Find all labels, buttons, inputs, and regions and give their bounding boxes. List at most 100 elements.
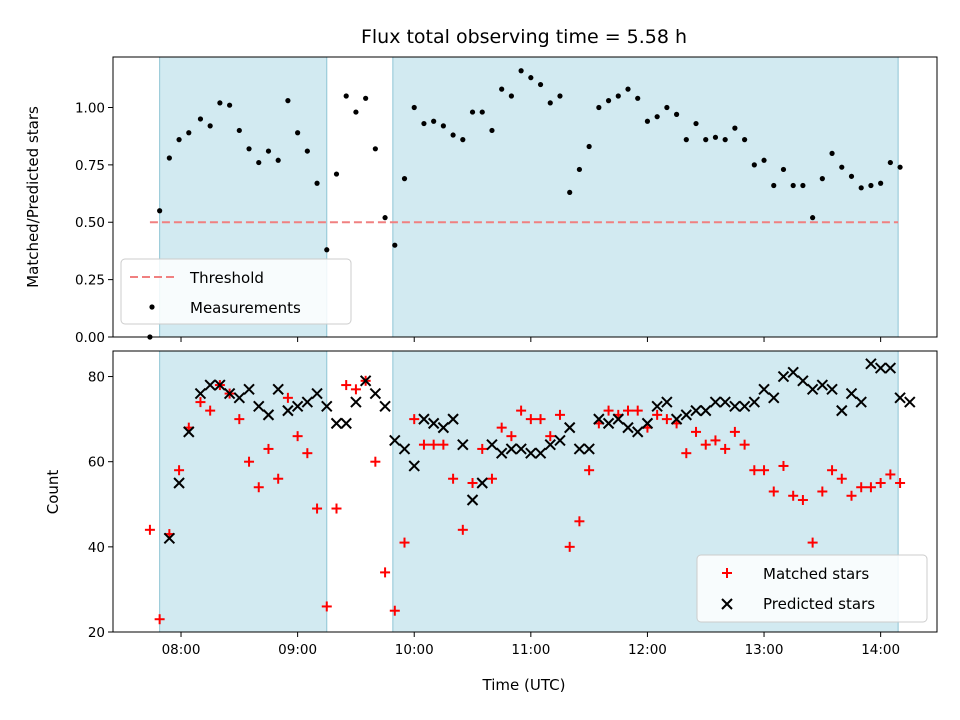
ratio-legend: Threshold Measurements xyxy=(120,258,352,325)
predicted-star-point xyxy=(398,443,411,455)
predicted-star-point-b xyxy=(204,379,216,391)
measurement-point xyxy=(780,166,787,173)
ratio-y-tick-label: 0.25 xyxy=(75,273,105,289)
measurement-point xyxy=(421,120,427,127)
matched-star-point xyxy=(856,482,867,493)
predicted-star-point xyxy=(738,400,751,413)
ratio-y-tick-label: 0.75 xyxy=(75,158,105,174)
predicted-star-point xyxy=(593,413,605,425)
predicted-star-point xyxy=(223,387,236,400)
matched-star-point xyxy=(584,465,595,476)
predicted-star-point-b xyxy=(173,477,185,489)
predicted-star-point-b xyxy=(573,443,586,455)
predicted-star-point-b xyxy=(311,387,323,400)
predicted-star-point-b xyxy=(777,370,790,383)
measurement-point xyxy=(411,104,417,111)
predicted-star-point xyxy=(661,396,673,408)
measurement-point xyxy=(547,100,553,106)
measurement-point xyxy=(431,118,437,124)
measurement-point xyxy=(333,171,340,177)
x-tick-label: 09:00 xyxy=(278,642,317,658)
predicted-star-point-b xyxy=(163,532,176,545)
matched-star-point xyxy=(729,426,740,437)
ratio-legend-box xyxy=(120,258,352,325)
measurement-point xyxy=(275,157,281,163)
predicted-star-point-b xyxy=(729,400,741,413)
predicted-star-point xyxy=(758,383,770,396)
measurement-point xyxy=(858,185,864,191)
measurement-point xyxy=(460,137,466,143)
predicted-star-point xyxy=(515,443,527,455)
matched-star-point xyxy=(827,465,838,476)
measurement-point xyxy=(557,93,563,99)
predicted-star-point-b xyxy=(874,362,887,374)
measurement-point xyxy=(265,148,272,154)
measurement-point xyxy=(635,95,641,101)
count-legend-box xyxy=(696,554,928,623)
measurement-point xyxy=(596,104,602,111)
predicted-star-point-b xyxy=(865,358,877,370)
measurement-point xyxy=(712,134,719,140)
predicted-star-point-b xyxy=(612,413,624,425)
measurement-point xyxy=(644,118,651,124)
predicted-star-point xyxy=(680,409,693,421)
matched-star-point xyxy=(496,422,507,433)
predicted-star-point xyxy=(525,447,537,459)
predicted-star-point xyxy=(437,421,450,434)
measurement-point xyxy=(227,102,233,108)
predicted-star-point xyxy=(836,404,848,417)
predicted-star-point xyxy=(690,404,702,417)
predicted-star-point xyxy=(641,417,654,430)
matched-star-point xyxy=(253,482,264,493)
count-y-tick-label: 20 xyxy=(88,625,105,641)
matched-star-point xyxy=(389,605,400,616)
matched-star-point xyxy=(710,435,721,446)
predicted-star-point xyxy=(563,421,576,434)
predicted-star-point xyxy=(427,417,440,430)
predicted-star-point xyxy=(845,387,858,400)
matched-star-point xyxy=(846,490,857,501)
predicted-star-point xyxy=(340,417,352,430)
predicted-star-point-b xyxy=(301,396,314,408)
predicted-star-point xyxy=(233,392,246,404)
predicted-star-point-b xyxy=(768,392,780,404)
measurement-point xyxy=(353,109,359,115)
matched-star-point xyxy=(661,414,672,425)
predicted-star-point-b xyxy=(408,460,420,472)
predicted-star-point xyxy=(379,400,391,413)
measurement-point xyxy=(800,182,806,189)
predicted-star-point xyxy=(447,413,459,425)
measurement-point xyxy=(868,182,874,189)
predicted-star-point-b xyxy=(554,434,566,447)
matched-star-point xyxy=(321,601,332,612)
measurement-point xyxy=(771,182,777,189)
predicted-star-point-b xyxy=(214,379,226,391)
predicted-star-point xyxy=(272,383,284,396)
matched-star-point xyxy=(545,431,556,442)
measurement-point xyxy=(207,123,213,129)
measurement-point xyxy=(508,93,514,99)
measurement-point xyxy=(732,125,738,131)
measurement-point xyxy=(469,109,476,115)
matched-star-point xyxy=(554,409,565,420)
matched-star-point xyxy=(603,405,614,416)
predicted-star-point-b xyxy=(495,447,508,459)
predicted-star-point-b xyxy=(389,434,401,447)
predicted-star-point xyxy=(173,477,185,489)
predicted-star-point xyxy=(826,383,838,396)
measurement-point xyxy=(790,182,796,189)
predicted-star-point-b xyxy=(379,400,391,413)
measurement-point xyxy=(166,155,172,161)
measurement-point xyxy=(147,334,153,340)
predicted-star-point-b xyxy=(544,438,556,451)
predicted-star-point xyxy=(389,434,401,447)
matched-star-point xyxy=(895,477,906,488)
matched-star-point xyxy=(535,414,546,425)
predicted-star-point xyxy=(573,443,586,455)
predicted-star-point xyxy=(457,438,469,451)
measurement-point xyxy=(887,159,893,166)
predicted-star-point-b xyxy=(622,421,634,434)
matched-star-point xyxy=(739,439,750,450)
predicted-star-point xyxy=(748,396,761,408)
matched-star-point xyxy=(564,541,575,552)
